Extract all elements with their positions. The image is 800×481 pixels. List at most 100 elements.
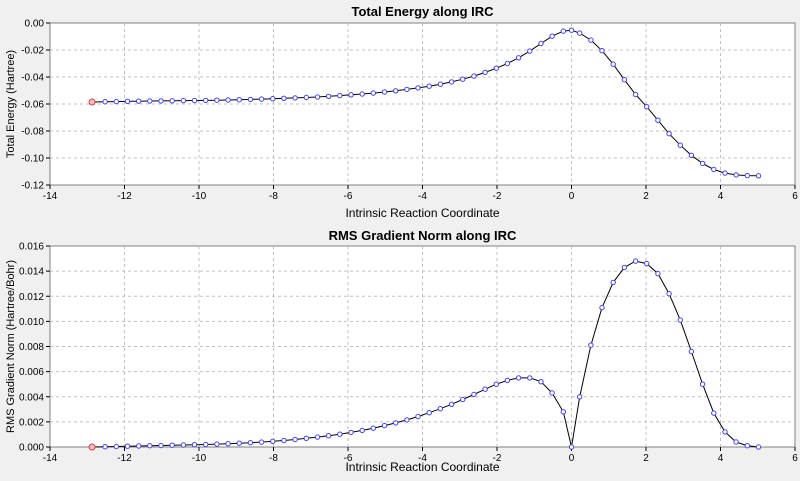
data-point[interactable] xyxy=(124,98,131,105)
data-point[interactable] xyxy=(644,104,650,110)
data-point[interactable] xyxy=(247,96,254,103)
data-point[interactable] xyxy=(527,375,533,381)
data-point[interactable] xyxy=(577,30,583,36)
data-point[interactable] xyxy=(632,258,639,264)
data-point[interactable] xyxy=(621,264,628,271)
data-point[interactable] xyxy=(515,375,522,381)
data-point[interactable] xyxy=(281,437,287,444)
data-point[interactable] xyxy=(191,442,198,448)
data-point[interactable] xyxy=(180,97,187,104)
data-point[interactable] xyxy=(325,93,332,100)
data-point[interactable] xyxy=(482,69,488,76)
data-point[interactable] xyxy=(599,48,605,54)
data-point[interactable] xyxy=(147,98,153,104)
data-point[interactable] xyxy=(158,442,164,449)
data-point[interactable] xyxy=(699,160,706,167)
data-point[interactable] xyxy=(404,86,410,93)
data-point[interactable] xyxy=(270,96,276,102)
data-point[interactable] xyxy=(203,441,209,448)
data-point[interactable] xyxy=(415,413,421,420)
data-point[interactable] xyxy=(314,434,321,440)
data-point[interactable] xyxy=(460,76,466,82)
data-point[interactable] xyxy=(504,377,511,384)
data-point[interactable] xyxy=(610,61,616,67)
data-point[interactable] xyxy=(755,173,762,179)
data-point[interactable] xyxy=(314,94,321,100)
data-point[interactable] xyxy=(493,381,499,387)
data-point[interactable] xyxy=(460,396,466,403)
data-point[interactable] xyxy=(404,417,410,423)
data-point[interactable] xyxy=(588,342,594,348)
data-point[interactable] xyxy=(393,420,399,426)
data-point[interactable] xyxy=(549,33,555,39)
data-point[interactable] xyxy=(568,27,575,33)
data-point[interactable] xyxy=(493,65,499,71)
data-point[interactable] xyxy=(348,429,354,436)
data-point[interactable] xyxy=(722,170,728,176)
data-point[interactable] xyxy=(655,117,661,123)
data-point[interactable] xyxy=(180,442,187,448)
data-point[interactable] xyxy=(644,260,650,267)
data-point[interactable] xyxy=(247,440,254,446)
data-point[interactable] xyxy=(437,406,444,412)
data-point[interactable] xyxy=(136,98,142,104)
data-point[interactable] xyxy=(560,28,566,34)
data-point[interactable] xyxy=(568,444,575,450)
data-point[interactable] xyxy=(292,436,298,443)
data-point[interactable] xyxy=(214,97,220,103)
data-point[interactable] xyxy=(588,37,594,43)
data-point[interactable] xyxy=(471,73,477,79)
data-point[interactable] xyxy=(722,429,728,435)
data-point[interactable] xyxy=(147,443,153,449)
data-point[interactable] xyxy=(515,55,522,61)
data-point[interactable] xyxy=(482,386,488,392)
data-point[interactable] xyxy=(258,439,265,445)
data-point[interactable] xyxy=(169,442,175,448)
data-point[interactable] xyxy=(688,348,695,355)
data-point[interactable] xyxy=(666,291,672,297)
data-point[interactable] xyxy=(733,172,739,178)
data-point[interactable] xyxy=(325,433,332,439)
data-point[interactable] xyxy=(632,91,639,98)
data-point[interactable] xyxy=(303,435,309,441)
data-point[interactable] xyxy=(677,142,683,148)
data-point[interactable] xyxy=(688,152,695,159)
data-point[interactable] xyxy=(415,85,421,91)
data-point[interactable] xyxy=(102,99,108,105)
data-point[interactable] xyxy=(381,422,388,429)
data-point[interactable] xyxy=(711,410,717,416)
data-point[interactable] xyxy=(258,96,265,102)
data-point[interactable] xyxy=(393,88,399,94)
data-point[interactable] xyxy=(359,91,365,97)
data-point[interactable] xyxy=(504,60,511,67)
data-point[interactable] xyxy=(370,90,376,96)
data-point[interactable] xyxy=(169,98,175,104)
data-point[interactable] xyxy=(560,409,566,415)
data-point[interactable] xyxy=(448,79,455,85)
data-point[interactable] xyxy=(124,443,131,449)
data-point[interactable] xyxy=(225,441,231,447)
data-point[interactable] xyxy=(136,443,142,449)
data-point[interactable] xyxy=(426,83,432,89)
data-point[interactable] xyxy=(303,94,309,101)
data-point[interactable] xyxy=(744,172,750,179)
data-point[interactable] xyxy=(337,431,343,437)
data-point[interactable] xyxy=(236,440,242,446)
data-point[interactable] xyxy=(699,381,706,387)
data-point[interactable] xyxy=(359,427,365,434)
data-point-current[interactable] xyxy=(88,443,96,451)
data-point[interactable] xyxy=(370,425,376,431)
data-point[interactable] xyxy=(270,438,276,444)
data-point[interactable] xyxy=(113,443,120,450)
data-point[interactable] xyxy=(337,92,343,99)
data-point[interactable] xyxy=(711,166,717,173)
data-point[interactable] xyxy=(733,439,739,445)
data-point[interactable] xyxy=(203,97,209,104)
data-point[interactable] xyxy=(225,97,231,103)
data-point[interactable] xyxy=(348,92,354,98)
data-point[interactable] xyxy=(610,279,616,286)
data-point[interactable] xyxy=(214,441,220,447)
data-point[interactable] xyxy=(381,89,388,95)
data-point[interactable] xyxy=(599,304,605,311)
data-point[interactable] xyxy=(426,410,432,416)
